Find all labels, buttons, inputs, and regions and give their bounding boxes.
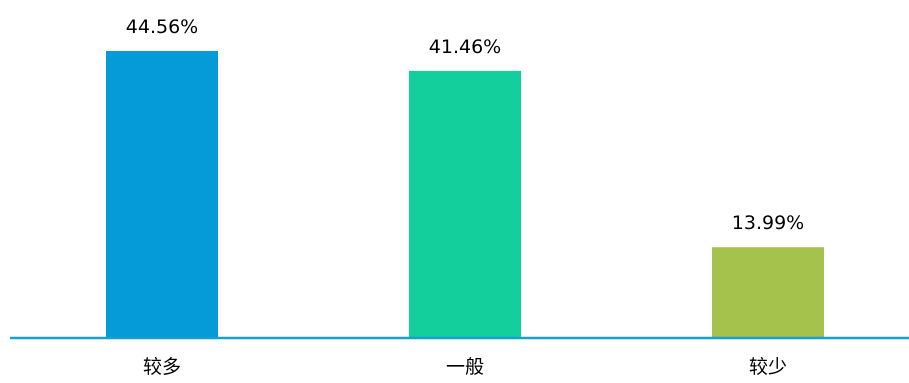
bar-3 [712,247,824,337]
category-labels-group: 较多 一般 较少 [143,356,787,378]
bar-1 [106,51,218,337]
bar-2 [409,70,521,338]
data-label-1: 44.56% [126,16,198,38]
category-label-3: 较少 [749,356,787,378]
value-labels-group: 44.56% 41.46% 13.99% [126,16,804,234]
data-label-2: 41.46% [429,36,501,58]
category-label-2: 一般 [446,356,484,378]
bars-group [106,51,824,338]
data-label-3: 13.99% [732,212,804,234]
category-label-1: 较多 [143,356,181,378]
